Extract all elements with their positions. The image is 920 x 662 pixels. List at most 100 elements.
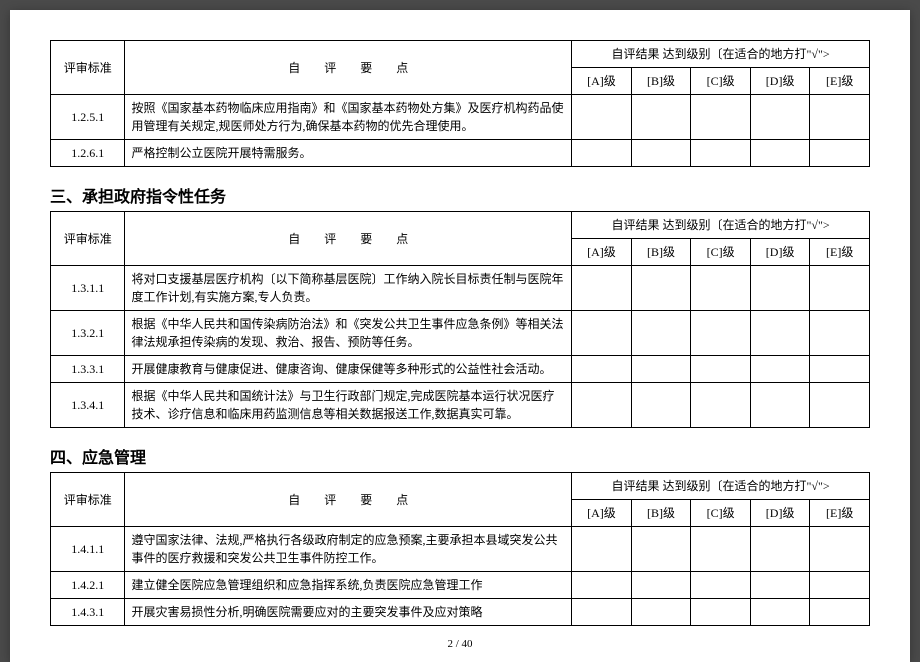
row-desc: 遵守国家法律、法规,严格执行各级政府制定的应急预案,主要承担本县域突发公共事件的… (125, 527, 572, 572)
row-code: 1.2.5.1 (51, 95, 125, 140)
evaluation-table-2: 评审标准 自评要点 自评结果 达到级别〔在适合的地方打"√"> [A]级 [B]… (50, 211, 870, 428)
header-standard: 评审标准 (51, 473, 125, 527)
evaluation-table-1: 评审标准 自评要点 自评结果 达到级别〔在适合的地方打"√"> [A]级 [B]… (50, 40, 870, 167)
evaluation-table-3: 评审标准 自评要点 自评结果 达到级别〔在适合的地方打"√"> [A]级 [B]… (50, 472, 870, 626)
grade-cell[interactable] (810, 266, 870, 311)
grade-cell[interactable] (631, 527, 691, 572)
grade-cell[interactable] (691, 599, 751, 626)
header-result: 自评结果 达到级别〔在适合的地方打"√"> (572, 473, 870, 500)
section-title-3: 三、承担政府指令性任务 (50, 183, 870, 207)
row-code: 1.3.4.1 (51, 383, 125, 428)
grade-cell[interactable] (810, 599, 870, 626)
table-header-row: 评审标准 自评要点 自评结果 达到级别〔在适合的地方打"√"> (51, 473, 870, 500)
table-row: 1.3.4.1 根据《中华人民共和国统计法》与卫生行政部门规定,完成医院基本运行… (51, 383, 870, 428)
grade-cell[interactable] (572, 383, 632, 428)
grade-cell[interactable] (750, 527, 810, 572)
header-standard: 评审标准 (51, 212, 125, 266)
grade-cell[interactable] (810, 311, 870, 356)
grade-cell[interactable] (631, 95, 691, 140)
grade-cell[interactable] (572, 599, 632, 626)
row-desc: 开展健康教育与健康促进、健康咨询、健康保健等多种形式的公益性社会活动。 (125, 356, 572, 383)
grade-e: [E]级 (810, 500, 870, 527)
grade-a: [A]级 (572, 68, 632, 95)
table-header-row: 评审标准 自评要点 自评结果 达到级别〔在适合的地方打"√"> (51, 41, 870, 68)
document-page: 评审标准 自评要点 自评结果 达到级别〔在适合的地方打"√"> [A]级 [B]… (10, 10, 910, 662)
grade-cell[interactable] (750, 311, 810, 356)
grade-b: [B]级 (631, 239, 691, 266)
grade-a: [A]级 (572, 500, 632, 527)
header-points: 自评要点 (125, 41, 572, 95)
row-desc: 开展灾害易损性分析,明确医院需要应对的主要突发事件及应对策略 (125, 599, 572, 626)
grade-cell[interactable] (572, 95, 632, 140)
grade-cell[interactable] (691, 95, 751, 140)
grade-cell[interactable] (750, 383, 810, 428)
grade-cell[interactable] (691, 266, 751, 311)
grade-e: [E]级 (810, 68, 870, 95)
grade-cell[interactable] (631, 599, 691, 626)
grade-cell[interactable] (810, 95, 870, 140)
grade-cell[interactable] (810, 572, 870, 599)
grade-cell[interactable] (631, 572, 691, 599)
grade-cell[interactable] (810, 140, 870, 167)
grade-cell[interactable] (691, 572, 751, 599)
row-code: 1.2.6.1 (51, 140, 125, 167)
row-code: 1.3.3.1 (51, 356, 125, 383)
grade-cell[interactable] (750, 140, 810, 167)
grade-c: [C]级 (691, 500, 751, 527)
row-code: 1.4.1.1 (51, 527, 125, 572)
table-row: 1.2.6.1 严格控制公立医院开展特需服务。 (51, 140, 870, 167)
grade-cell[interactable] (691, 311, 751, 356)
grade-e: [E]级 (810, 239, 870, 266)
grade-d: [D]级 (750, 239, 810, 266)
section-title-4: 四、应急管理 (50, 444, 870, 468)
grade-cell[interactable] (572, 311, 632, 356)
row-desc: 按照《国家基本药物临床应用指南》和《国家基本药物处方集》及医疗机构药品使用管理有… (125, 95, 572, 140)
grade-cell[interactable] (750, 356, 810, 383)
row-code: 1.3.1.1 (51, 266, 125, 311)
header-points: 自评要点 (125, 473, 572, 527)
grade-cell[interactable] (631, 383, 691, 428)
header-result: 自评结果 达到级别〔在适合的地方打"√"> (572, 41, 870, 68)
row-code: 1.4.3.1 (51, 599, 125, 626)
grade-cell[interactable] (691, 527, 751, 572)
grade-cell[interactable] (750, 572, 810, 599)
row-desc: 建立健全医院应急管理组织和应急指挥系统,负责医院应急管理工作 (125, 572, 572, 599)
header-standard: 评审标准 (51, 41, 125, 95)
grade-cell[interactable] (572, 356, 632, 383)
table-header-row: 评审标准 自评要点 自评结果 达到级别〔在适合的地方打"√"> (51, 212, 870, 239)
grade-cell[interactable] (750, 266, 810, 311)
row-desc: 根据《中华人民共和国传染病防治法》和《突发公共卫生事件应急条例》等相关法律法规承… (125, 311, 572, 356)
grade-cell[interactable] (750, 599, 810, 626)
row-desc: 根据《中华人民共和国统计法》与卫生行政部门规定,完成医院基本运行状况医疗技术、诊… (125, 383, 572, 428)
table-row: 1.4.1.1 遵守国家法律、法规,严格执行各级政府制定的应急预案,主要承担本县… (51, 527, 870, 572)
grade-cell[interactable] (691, 383, 751, 428)
grade-cell[interactable] (572, 266, 632, 311)
grade-cell[interactable] (631, 356, 691, 383)
table-row: 1.2.5.1 按照《国家基本药物临床应用指南》和《国家基本药物处方集》及医疗机… (51, 95, 870, 140)
grade-cell[interactable] (750, 95, 810, 140)
grade-c: [C]级 (691, 68, 751, 95)
grade-b: [B]级 (631, 68, 691, 95)
grade-b: [B]级 (631, 500, 691, 527)
grade-cell[interactable] (631, 140, 691, 167)
grade-cell[interactable] (810, 356, 870, 383)
table-row: 1.3.2.1 根据《中华人民共和国传染病防治法》和《突发公共卫生事件应急条例》… (51, 311, 870, 356)
grade-d: [D]级 (750, 68, 810, 95)
grade-d: [D]级 (750, 500, 810, 527)
grade-cell[interactable] (691, 140, 751, 167)
grade-cell[interactable] (572, 527, 632, 572)
grade-cell[interactable] (631, 266, 691, 311)
table-row: 1.4.3.1 开展灾害易损性分析,明确医院需要应对的主要突发事件及应对策略 (51, 599, 870, 626)
header-result: 自评结果 达到级别〔在适合的地方打"√"> (572, 212, 870, 239)
row-desc: 将对口支援基层医疗机构〔以下简称基层医院〕工作纳入院长目标责任制与医院年度工作计… (125, 266, 572, 311)
grade-cell[interactable] (810, 383, 870, 428)
grade-cell[interactable] (691, 356, 751, 383)
grade-a: [A]级 (572, 239, 632, 266)
grade-cell[interactable] (631, 311, 691, 356)
grade-cell[interactable] (572, 572, 632, 599)
table-row: 1.3.3.1 开展健康教育与健康促进、健康咨询、健康保健等多种形式的公益性社会… (51, 356, 870, 383)
grade-cell[interactable] (810, 527, 870, 572)
grade-cell[interactable] (572, 140, 632, 167)
page-number: 2 / 40 (10, 638, 910, 650)
row-desc: 严格控制公立医院开展特需服务。 (125, 140, 572, 167)
